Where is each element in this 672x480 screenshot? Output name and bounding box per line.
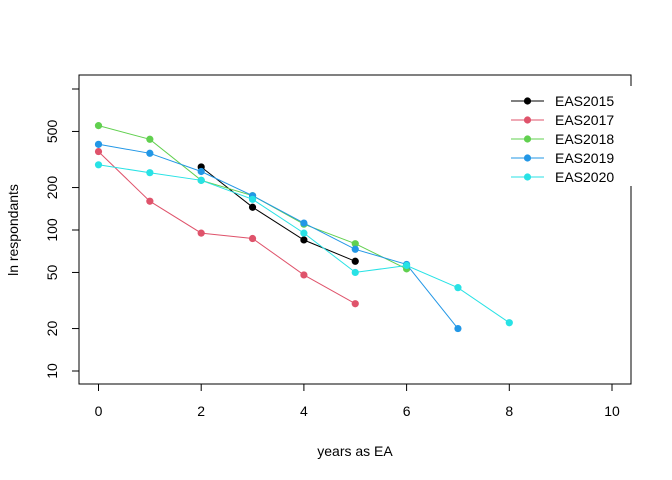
data-point [197, 176, 205, 184]
data-point [300, 229, 308, 237]
legend-swatch-point [523, 116, 532, 124]
series-eas2015 [197, 163, 359, 265]
data-point [351, 257, 359, 265]
data-point [146, 169, 154, 177]
legend-item: EAS2018 [511, 131, 614, 147]
data-point [351, 300, 359, 308]
data-point [454, 284, 462, 292]
data-point [146, 197, 154, 205]
x-tick-label: 2 [197, 403, 205, 419]
data-point [94, 122, 103, 130]
data-point [351, 240, 359, 248]
data-point [403, 261, 411, 270]
series-line [98, 151, 356, 305]
data-point [94, 140, 103, 148]
y-axis-label: ln respondants [5, 184, 21, 276]
legend-item: EAS2017 [511, 112, 614, 128]
data-point [300, 219, 308, 227]
data-point [351, 245, 359, 253]
y-tick-label: 10 [44, 363, 60, 379]
x-tick-label: 0 [95, 403, 103, 419]
legend-label: EAS2019 [555, 150, 614, 166]
legend-swatch-point [523, 173, 532, 181]
x-tick-label: 4 [300, 403, 308, 419]
data-point [300, 236, 308, 244]
legend-label: EAS2017 [555, 112, 614, 128]
series-eas2017 [94, 147, 359, 308]
data-point [197, 229, 205, 237]
y-tick-label: 50 [44, 264, 60, 280]
data-point [197, 167, 205, 176]
legend-swatch-point [523, 135, 532, 143]
legend-label: EAS2018 [555, 131, 614, 147]
x-axis-label: years as EA [317, 443, 393, 459]
data-point [454, 324, 462, 333]
axes: 0 2 4 6 8 10 10 20 50 100 200 500 [44, 88, 620, 419]
series-line [98, 164, 510, 324]
series-eas2020 [94, 161, 513, 327]
data-point [248, 203, 257, 211]
legend-label: EAS2015 [555, 93, 614, 109]
legend-item: EAS2019 [511, 150, 614, 166]
legend-swatch-point [523, 154, 532, 162]
data-point [94, 147, 103, 156]
legend-item: EAS2020 [511, 169, 614, 185]
legend: EAS2015 EAS2017 EAS2018 EAS2019 EAS2020 [505, 86, 633, 186]
data-point [146, 135, 154, 143]
data-point [505, 319, 513, 327]
legend-label: EAS2020 [555, 169, 614, 185]
data-point [248, 234, 257, 243]
data-point [146, 149, 154, 157]
series-layer [94, 122, 513, 333]
y-tick-label: 500 [44, 120, 60, 144]
series-line [200, 166, 356, 262]
x-tick-label: 10 [604, 403, 620, 419]
x-tick-label: 6 [403, 403, 411, 419]
legend-item: EAS2015 [511, 93, 614, 109]
y-tick-label: 100 [44, 218, 60, 242]
y-tick-label: 200 [44, 176, 60, 200]
legend-swatch-point [523, 97, 532, 105]
data-point [248, 195, 257, 203]
data-point [300, 271, 308, 279]
data-point [351, 268, 359, 277]
data-point [94, 161, 103, 169]
y-tick-label: 20 [44, 321, 60, 337]
series-line [98, 143, 459, 329]
x-tick-label: 8 [505, 403, 513, 419]
